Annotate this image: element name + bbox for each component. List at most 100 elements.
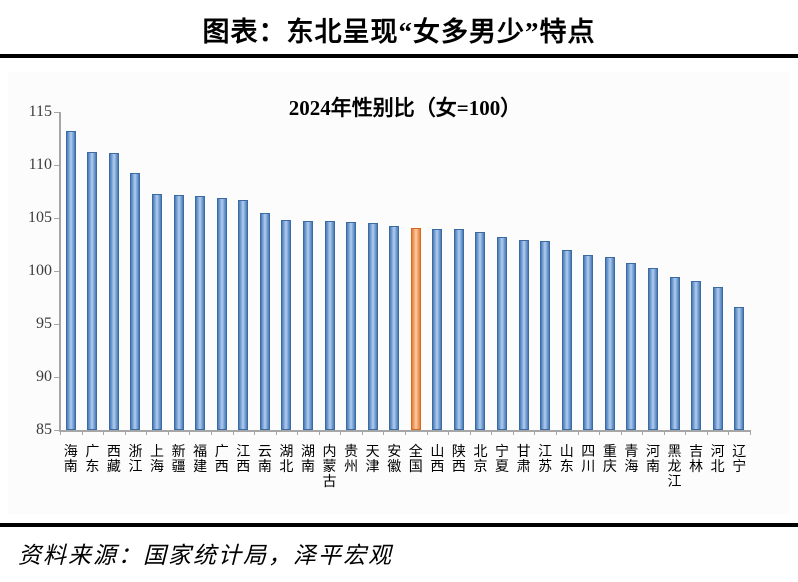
bar: [195, 195, 206, 430]
bar: [691, 280, 702, 430]
x-axis-tick: [620, 431, 622, 435]
bar: [87, 152, 98, 430]
bar: [259, 212, 270, 430]
y-axis-tick: [54, 377, 59, 378]
x-axis-tick: [103, 431, 105, 435]
x-axis-tick: [383, 431, 385, 435]
x-axis-category-label: 河 北: [710, 445, 725, 475]
x-axis-category-label: 贵 州: [344, 445, 359, 475]
bar: [130, 173, 141, 430]
x-axis-category-label: 吉 林: [689, 445, 704, 475]
bar: [281, 220, 292, 430]
x-axis-category-label: 宁 夏: [495, 445, 510, 475]
bar: [497, 237, 508, 430]
bar: [475, 231, 486, 430]
x-axis-category-label: 广 西: [214, 445, 229, 475]
top-divider: [0, 54, 798, 58]
bar: [669, 277, 680, 430]
x-axis-category-label: 河 南: [645, 445, 660, 475]
bar: [626, 262, 637, 430]
bar: [540, 241, 551, 430]
x-axis-tick: [663, 431, 665, 435]
x-axis-tick: [426, 431, 428, 435]
y-axis-tick: [54, 430, 59, 431]
y-axis-tick: [54, 165, 59, 166]
bar: [173, 194, 184, 430]
x-axis-category-label: 上 海: [150, 445, 165, 475]
bar: [561, 249, 572, 430]
x-axis-category-label: 湖 北: [279, 445, 294, 475]
x-axis-tick: [361, 431, 363, 435]
y-axis-tick-label: 105: [28, 209, 52, 226]
bottom-divider: [0, 523, 798, 527]
x-axis-category-label: 山 西: [430, 445, 445, 475]
x-axis-tick: [512, 431, 514, 435]
x-axis-category-label: 海 南: [63, 445, 78, 475]
source-note: 资料来源：国家统计局，泽平宏观: [18, 543, 393, 568]
y-axis-tick-label: 90: [36, 368, 52, 385]
bar: [432, 228, 443, 430]
x-axis-category-label: 甘 肃: [516, 445, 531, 475]
x-axis-tick: [210, 431, 212, 435]
x-axis-category-label: 天 津: [365, 445, 380, 475]
page-title: 图表：东北呈现“女多男少”特点: [202, 17, 596, 47]
y-axis-tick-label: 95: [36, 315, 52, 332]
x-axis-category-label: 重 庆: [602, 445, 617, 475]
x-axis-tick: [642, 431, 644, 435]
x-axis-tick: [577, 431, 579, 435]
x-axis-category-label: 青 海: [624, 445, 639, 475]
bar: [324, 221, 335, 430]
bar-national-highlight: [410, 227, 421, 430]
x-axis-tick: [189, 431, 191, 435]
bar: [152, 193, 163, 430]
bar: [238, 199, 249, 430]
bar: [108, 153, 119, 430]
x-axis-category-label: 云 南: [257, 445, 272, 475]
x-axis-category-label: 安 徽: [387, 445, 402, 475]
y-axis-tick: [54, 218, 59, 219]
bar: [604, 257, 615, 430]
y-axis-tick-label: 85: [36, 421, 52, 438]
y-axis-tick: [54, 324, 59, 325]
bar: [583, 255, 594, 430]
x-axis-tick: [750, 431, 751, 435]
x-axis-tick: [448, 431, 450, 435]
bar: [734, 307, 745, 430]
x-axis-tick: [318, 431, 320, 435]
bar: [302, 221, 313, 430]
x-axis-category-label: 陕 西: [451, 445, 466, 475]
x-axis-tick: [81, 431, 83, 435]
bar: [216, 197, 227, 430]
x-axis-tick: [706, 431, 708, 435]
x-axis-category-label: 浙 江: [128, 445, 143, 475]
x-axis-tick: [167, 431, 169, 435]
x-axis-tick: [599, 431, 601, 435]
x-axis-tick: [405, 431, 406, 435]
x-axis-tick: [275, 431, 277, 435]
bar: [389, 226, 400, 430]
y-axis-tick-label: 115: [28, 103, 52, 120]
x-axis-tick: [728, 431, 730, 435]
x-axis-category-label: 内 蒙 古: [322, 445, 337, 490]
chart-title: 2024年性别比（女=100）: [288, 96, 522, 120]
bar: [712, 286, 723, 430]
x-axis-tick: [340, 431, 342, 435]
x-axis-category-label: 辽 宁: [732, 445, 747, 475]
bar: [453, 228, 464, 430]
x-axis-tick: [297, 431, 299, 435]
x-axis-tick: [469, 431, 471, 435]
x-axis-category-label: 黑 龙 江: [667, 445, 682, 490]
x-axis-category-label: 湖 南: [300, 445, 315, 475]
bar: [647, 267, 658, 430]
x-axis-tick: [60, 431, 61, 435]
x-axis-category-label: 四 川: [581, 445, 596, 475]
plot-area: 85 90 95 100 105 110 115 海 南广 东西 藏浙 江上 海新 疆福 建广…: [28, 104, 751, 490]
x-axis-tick: [254, 431, 256, 435]
y-axis-tick: [54, 271, 59, 272]
bar: [367, 223, 378, 430]
x-axis-category-label: 山 东: [559, 445, 574, 475]
x-axis-tick: [555, 431, 557, 435]
x-axis-category-label: 江 西: [236, 445, 251, 475]
x-axis-tick: [685, 431, 687, 435]
x-axis-tick: [534, 431, 536, 435]
